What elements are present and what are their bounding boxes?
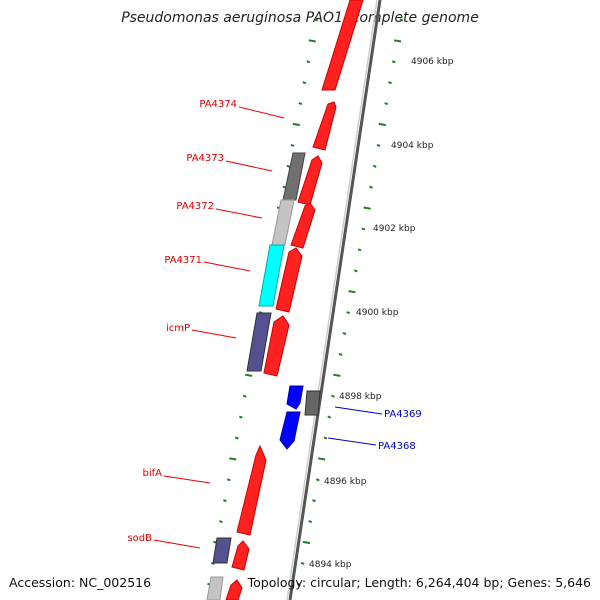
gene-box[interactable] xyxy=(271,199,295,246)
gene-box[interactable] xyxy=(246,312,272,372)
outer-strand-genes xyxy=(206,152,306,600)
accession-text: Accession: NC_002516 xyxy=(9,575,152,590)
tick-mark xyxy=(348,290,356,294)
tick-mark xyxy=(346,311,351,315)
gene-arrow[interactable] xyxy=(290,202,316,249)
gene-arrow[interactable] xyxy=(275,247,303,313)
gene-box[interactable] xyxy=(282,152,306,201)
gene-label-icmP[interactable]: icmP xyxy=(166,323,190,334)
kbp-label: 4898 kbp xyxy=(339,392,382,402)
tick-mark xyxy=(391,60,396,64)
tick-mark xyxy=(242,394,247,398)
gene-arrow[interactable] xyxy=(236,444,267,536)
tick-mark xyxy=(384,102,389,106)
gene-label-PA4368[interactable]: PA4368 xyxy=(378,441,416,452)
tick-mark xyxy=(302,540,311,545)
kbp-label: 4904 kbp xyxy=(391,141,434,151)
gene-box[interactable] xyxy=(212,537,232,564)
tick-mark xyxy=(372,164,377,168)
tick-mark xyxy=(399,18,404,22)
gene-box[interactable] xyxy=(206,576,224,600)
gene-arrow[interactable] xyxy=(321,0,364,91)
tick-mark xyxy=(308,520,313,524)
kbp-label: 4896 kbp xyxy=(324,477,367,487)
kbp-label: 4906 kbp xyxy=(411,57,454,67)
tick-mark xyxy=(290,143,295,147)
tick-mark xyxy=(306,60,311,64)
gene-arrow[interactable] xyxy=(286,385,304,410)
gene-label-PA4374[interactable]: PA4374 xyxy=(199,99,237,110)
forward-strand-genes xyxy=(225,0,364,600)
inner-tick-track xyxy=(297,18,404,586)
tick-mark xyxy=(234,436,239,440)
tick-mark xyxy=(327,415,332,419)
tick-mark xyxy=(357,248,362,252)
gene-arrow[interactable] xyxy=(263,315,290,377)
tick-mark xyxy=(393,39,402,43)
gene-arrow[interactable] xyxy=(297,155,323,206)
tick-mark xyxy=(342,331,347,336)
tick-mark xyxy=(376,143,381,147)
tick-mark xyxy=(331,394,335,398)
gene-arrow[interactable] xyxy=(231,540,250,571)
tick-mark xyxy=(323,436,328,440)
tick-mark xyxy=(292,122,300,127)
tick-mark xyxy=(298,102,303,106)
tick-mark xyxy=(333,373,341,377)
tick-mark xyxy=(286,164,291,168)
tick-mark xyxy=(312,499,316,503)
tick-mark xyxy=(302,81,307,85)
gene-box[interactable] xyxy=(258,244,285,307)
tick-mark xyxy=(238,415,243,419)
gene-label-PA4373[interactable]: PA4373 xyxy=(186,153,224,164)
gene-label-PA4369[interactable]: PA4369 xyxy=(384,409,422,420)
gene-arrow[interactable] xyxy=(279,411,301,450)
tick-mark xyxy=(219,520,223,524)
backbone-line xyxy=(288,0,382,600)
inner-strand-genes xyxy=(279,385,321,450)
tick-mark xyxy=(223,499,227,503)
tick-mark xyxy=(317,457,326,461)
tick-mark xyxy=(353,269,358,273)
gene-box[interactable] xyxy=(304,390,321,416)
genome-summary-text: Topology: circular; Length: 6,264,404 bp… xyxy=(247,575,591,590)
tick-mark xyxy=(226,478,231,482)
tick-mark xyxy=(245,373,253,377)
kbp-label: 4900 kbp xyxy=(356,308,399,318)
gene-label-PA4371[interactable]: PA4371 xyxy=(164,255,202,266)
gene-arrow[interactable] xyxy=(312,101,337,151)
tick-mark xyxy=(297,582,301,586)
label-leader-lines xyxy=(153,106,383,549)
tick-mark xyxy=(378,122,387,127)
tick-mark xyxy=(229,457,237,461)
gene-label-bifA[interactable]: bifA xyxy=(143,468,163,479)
tick-mark xyxy=(363,206,371,210)
gene-label-sodB[interactable]: sodB xyxy=(127,533,152,544)
gene-label-PA4372[interactable]: PA4372 xyxy=(176,201,214,212)
kbp-label: 4894 kbp xyxy=(309,560,352,570)
tick-mark xyxy=(369,185,373,189)
tick-mark xyxy=(361,227,366,231)
gene-labels: PA4374 PA4373 PA4372 PA4371 icmP PA4369 … xyxy=(127,99,421,544)
tick-mark xyxy=(388,81,392,85)
gene-arrow[interactable] xyxy=(225,579,243,600)
backbone-highlight xyxy=(286,0,378,600)
map-title: Pseudomonas aeruginosa PAO1, complete ge… xyxy=(121,10,479,26)
kbp-label: 4902 kbp xyxy=(373,224,416,234)
tick-mark xyxy=(338,352,343,356)
kbp-labels: 4906 kbp 4904 kbp 4902 kbp 4900 kbp 4898… xyxy=(309,57,454,570)
tick-mark xyxy=(308,39,316,43)
tick-mark xyxy=(314,18,319,22)
tick-mark xyxy=(315,478,320,482)
tick-mark xyxy=(300,561,305,565)
